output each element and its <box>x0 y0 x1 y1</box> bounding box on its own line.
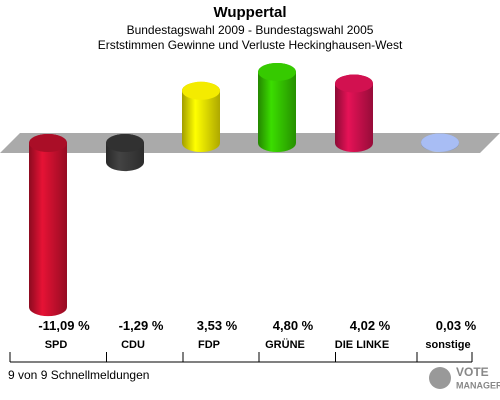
value-label: -11,09 % <box>38 318 90 333</box>
value-label: 0,03 % <box>435 318 477 333</box>
footer: 9 von 9 Schnellmeldungen <box>8 368 149 382</box>
value-label: 4,80 % <box>272 318 314 333</box>
x-tick-label: DIE LINKE <box>334 339 390 351</box>
value-label: 3,53 % <box>196 318 238 333</box>
chart-title: Wuppertal <box>213 4 286 21</box>
value-label: -1,29 % <box>118 318 164 333</box>
bar-cap <box>106 134 144 152</box>
x-tick-label: sonstige <box>425 339 471 351</box>
logo-text: VOTE <box>456 365 489 379</box>
x-tick-label: FDP <box>198 339 220 351</box>
logo: VOTE MANAGER <box>429 365 500 390</box>
bar-cap <box>421 133 459 152</box>
bar <box>258 62 296 152</box>
chart-subtitle: Bundestagswahl 2009 - Bundestagswahl 200… <box>127 23 374 37</box>
logo-icon <box>429 367 451 389</box>
bar-cap <box>335 74 373 93</box>
bar <box>29 134 67 317</box>
chart-subtitle: Erststimmen Gewinne und Verluste Hecking… <box>98 38 403 52</box>
x-tick-label: GRÜNE <box>265 339 305 351</box>
value-label: 4,02 % <box>349 318 391 333</box>
bar-cap <box>182 81 220 100</box>
bar <box>335 74 373 152</box>
x-tick-label: SPD <box>44 339 68 351</box>
x-tick-label: CDU <box>121 339 145 351</box>
bar-cap <box>258 62 296 81</box>
bar-cap <box>29 134 67 152</box>
logo-text: MANAGER <box>456 380 500 390</box>
bar <box>182 81 220 152</box>
